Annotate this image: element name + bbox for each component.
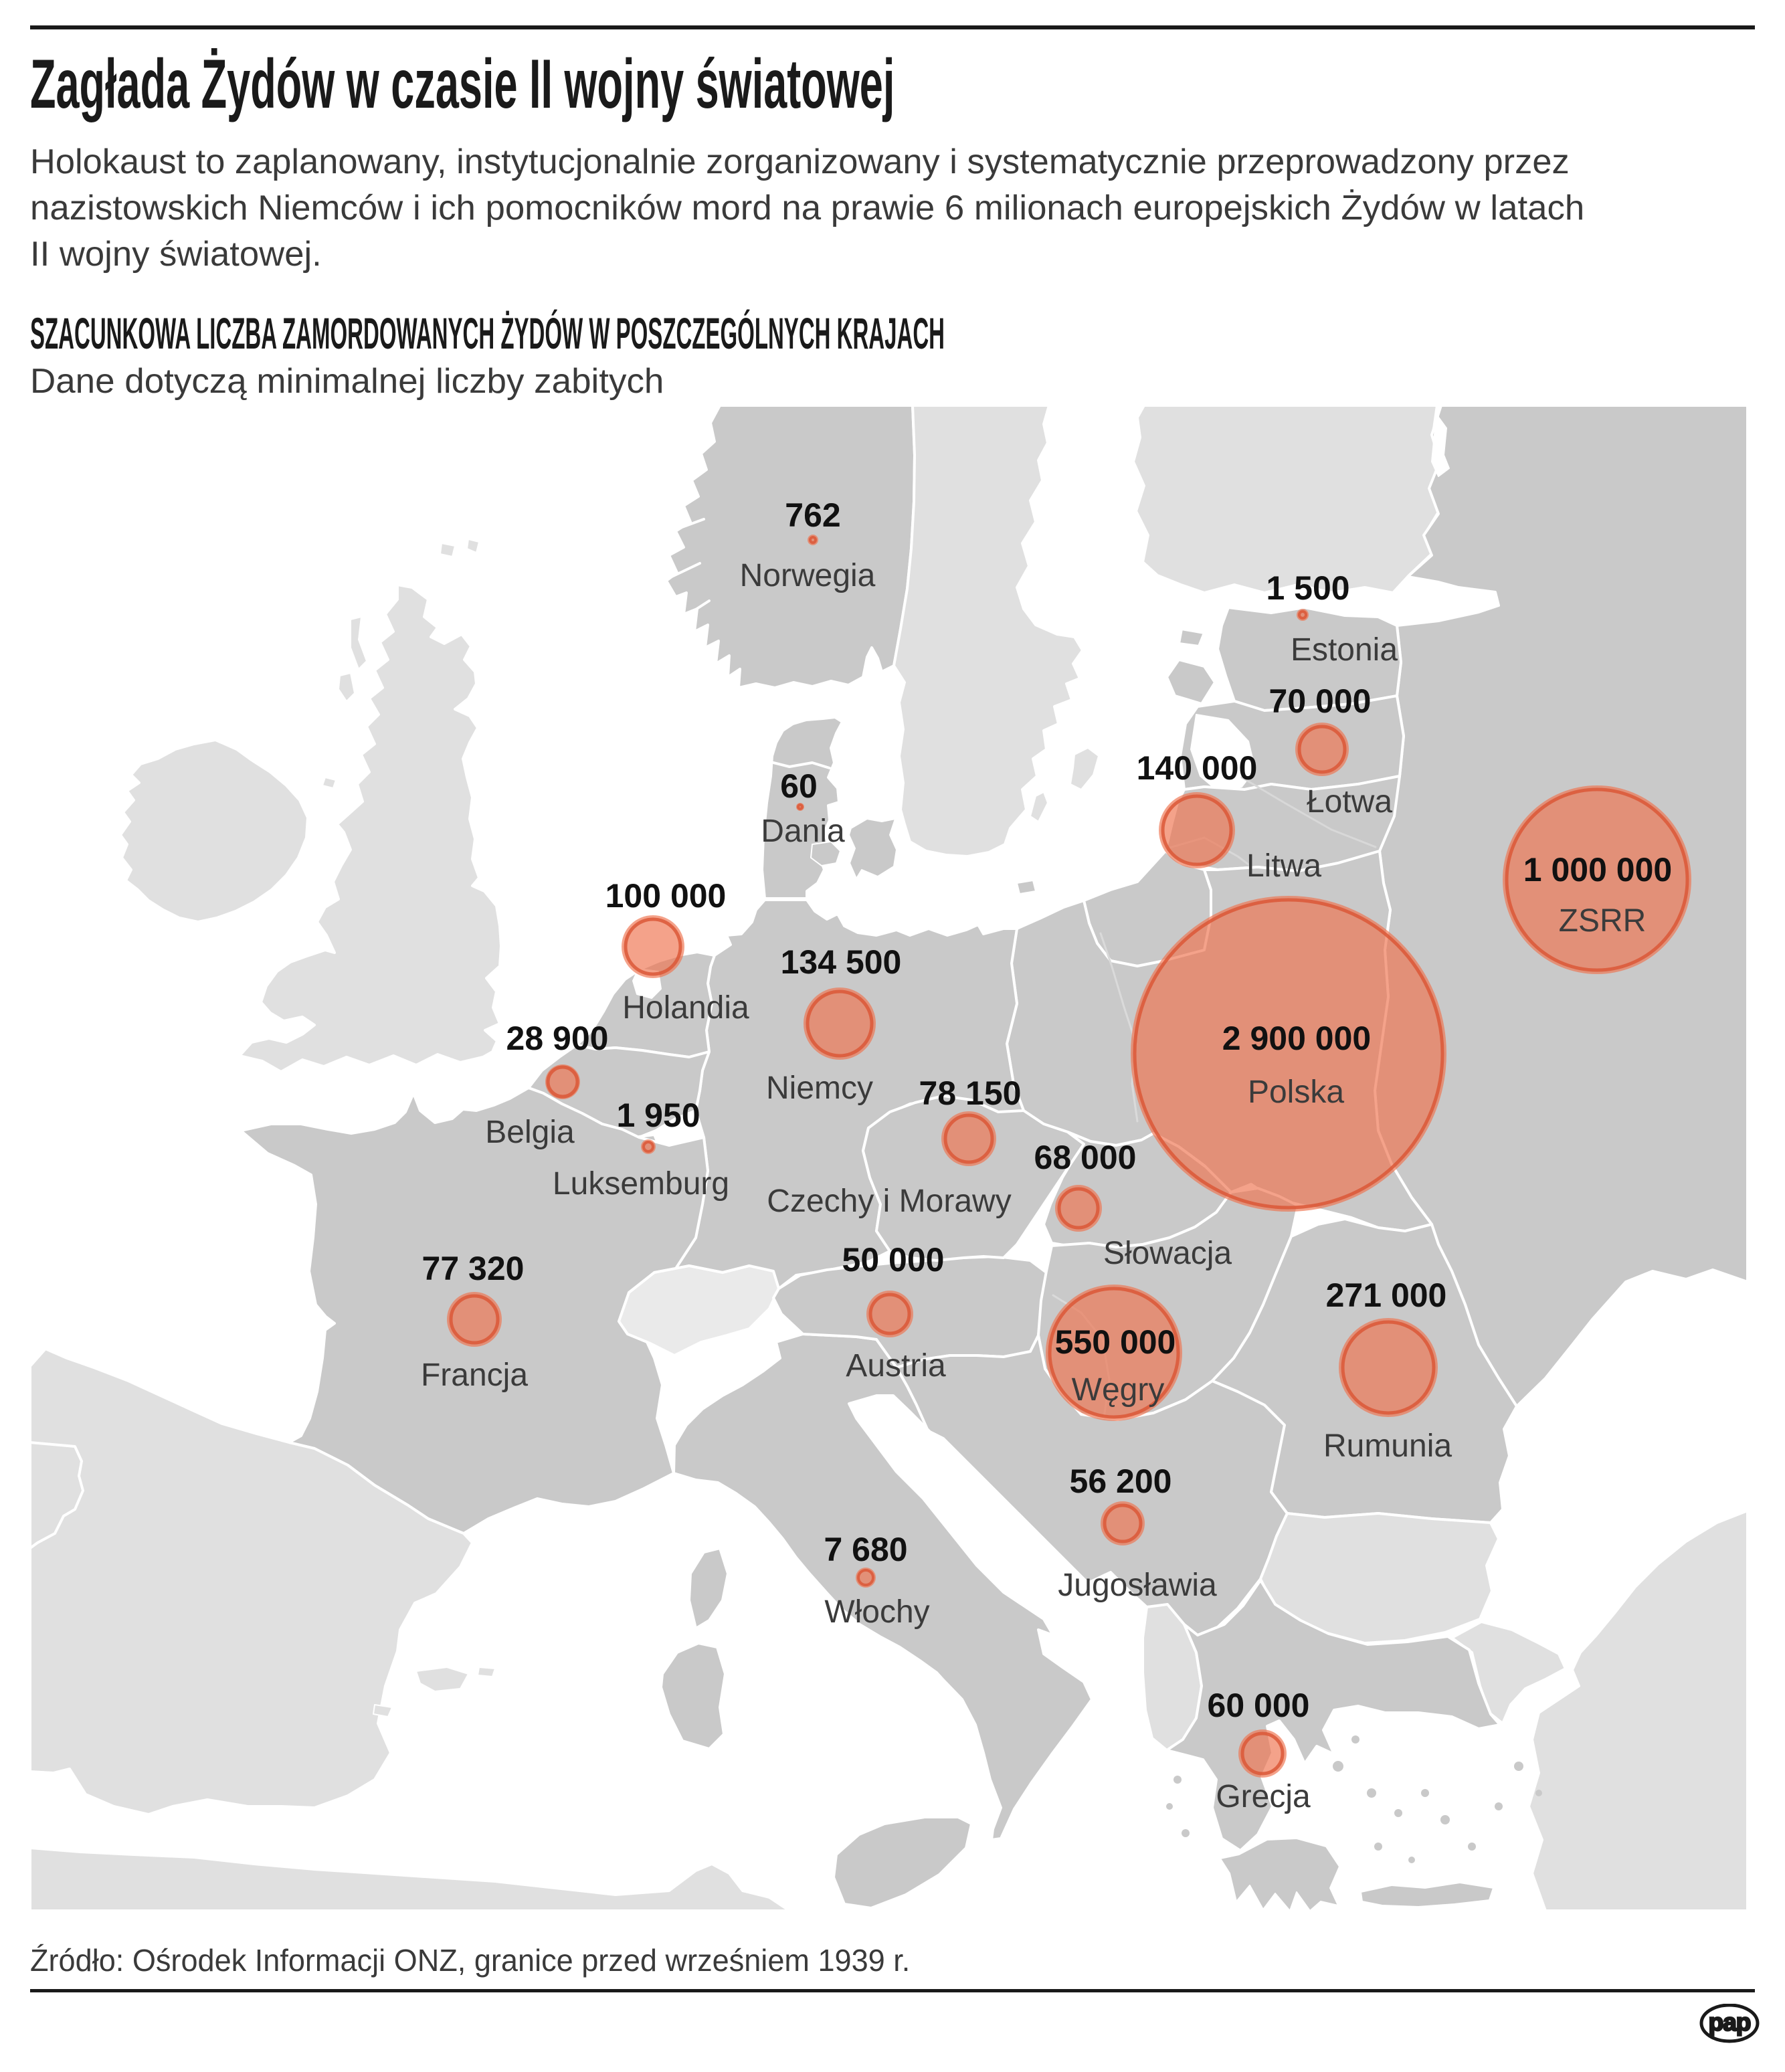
svg-text:pap: pap xyxy=(1709,2008,1751,2036)
svg-text:140 000: 140 000 xyxy=(1137,749,1258,787)
svg-text:271 000: 271 000 xyxy=(1326,1277,1447,1314)
svg-text:7 680: 7 680 xyxy=(824,1531,907,1568)
svg-text:1 500: 1 500 xyxy=(1266,569,1349,607)
svg-text:Grecja: Grecja xyxy=(1216,1779,1311,1814)
svg-text:60: 60 xyxy=(780,767,818,805)
svg-text:Holandia: Holandia xyxy=(622,990,749,1026)
svg-text:Jugosławia: Jugosławia xyxy=(1058,1568,1217,1603)
svg-text:Francja: Francja xyxy=(421,1357,528,1393)
svg-text:Luksemburg: Luksemburg xyxy=(553,1166,729,1202)
svg-text:ZSRR: ZSRR xyxy=(1559,903,1647,939)
svg-text:2 900 000: 2 900 000 xyxy=(1222,1020,1371,1057)
svg-text:1 950: 1 950 xyxy=(616,1097,700,1134)
svg-text:70 000: 70 000 xyxy=(1269,682,1372,720)
svg-text:Belgia: Belgia xyxy=(485,1115,575,1150)
svg-text:Rumunia: Rumunia xyxy=(1323,1428,1452,1464)
svg-text:Czechy i Morawy: Czechy i Morawy xyxy=(767,1184,1011,1219)
svg-text:77 320: 77 320 xyxy=(422,1250,525,1287)
svg-text:Węgry: Węgry xyxy=(1072,1372,1165,1408)
svg-text:Austria: Austria xyxy=(846,1348,946,1384)
svg-text:56 200: 56 200 xyxy=(1070,1463,1172,1500)
svg-text:78 150: 78 150 xyxy=(919,1074,1022,1112)
svg-text:Estonia: Estonia xyxy=(1291,632,1398,668)
svg-text:68 000: 68 000 xyxy=(1034,1139,1137,1176)
svg-text:Słowacja: Słowacja xyxy=(1103,1236,1232,1271)
svg-text:Włochy: Włochy xyxy=(824,1594,929,1630)
svg-text:762: 762 xyxy=(785,496,840,534)
svg-text:Norwegia: Norwegia xyxy=(740,558,876,593)
svg-text:Polska: Polska xyxy=(1248,1074,1344,1110)
svg-text:1 000 000: 1 000 000 xyxy=(1523,851,1672,888)
svg-text:50 000: 50 000 xyxy=(842,1241,945,1279)
svg-text:Niemcy: Niemcy xyxy=(766,1070,873,1106)
svg-text:28 900: 28 900 xyxy=(506,1020,609,1057)
svg-text:60 000: 60 000 xyxy=(1208,1687,1310,1724)
svg-text:Łotwa: Łotwa xyxy=(1307,784,1392,820)
svg-text:100 000: 100 000 xyxy=(605,877,727,915)
svg-text:134 500: 134 500 xyxy=(781,943,902,981)
svg-text:Litwa: Litwa xyxy=(1246,848,1321,884)
svg-text:550 000: 550 000 xyxy=(1055,1323,1176,1361)
svg-text:Dania: Dania xyxy=(761,814,845,849)
